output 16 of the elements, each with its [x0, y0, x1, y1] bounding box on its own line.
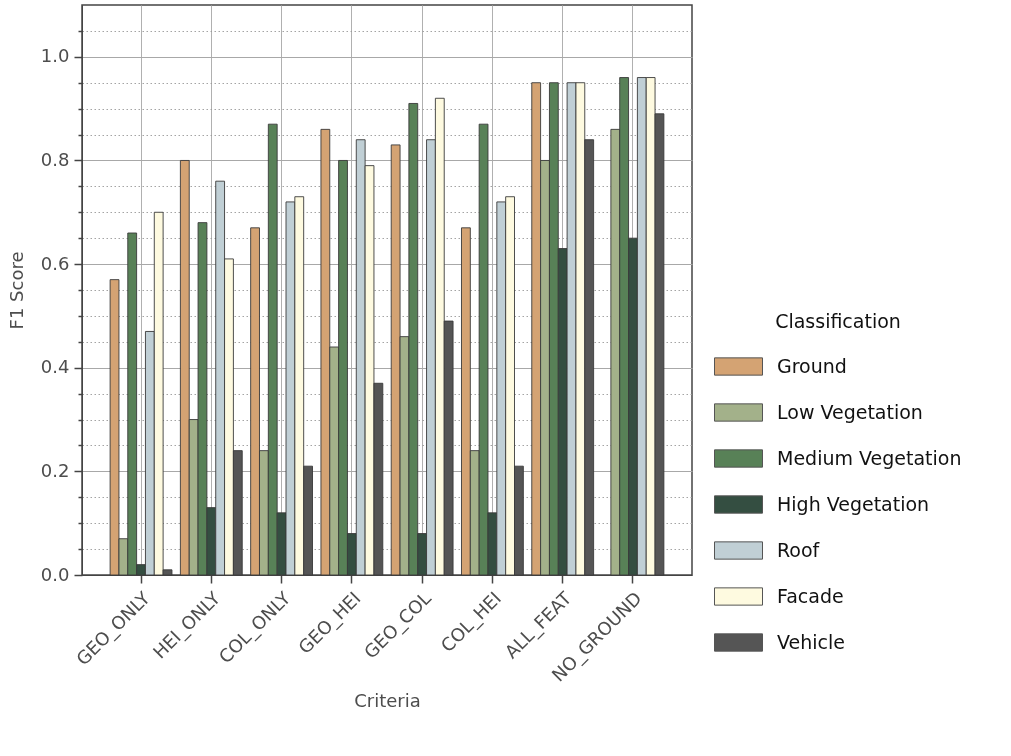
y-tick-label: 0.2	[40, 459, 70, 481]
legend-label: Vehicle	[777, 630, 845, 653]
legend-label: Ground	[777, 354, 847, 377]
y-tick-label: 0.0	[40, 563, 70, 585]
y-tick-label: 1.0	[40, 45, 70, 67]
legend-label: Medium Vegetation	[777, 446, 962, 469]
legend-label: Roof	[777, 538, 821, 561]
y-axis-title: F1 Score	[5, 251, 27, 330]
legend-label: High Vegetation	[777, 492, 930, 515]
x-axis-title: Criteria	[354, 690, 421, 712]
legend-label: Facade	[777, 584, 844, 607]
y-tick-label: 0.4	[40, 356, 70, 378]
y-tick-label: 0.6	[40, 252, 70, 274]
legend-label: Low Vegetation	[777, 400, 923, 423]
y-tick-label: 0.8	[40, 148, 70, 170]
legend-title: Classification	[775, 310, 901, 332]
